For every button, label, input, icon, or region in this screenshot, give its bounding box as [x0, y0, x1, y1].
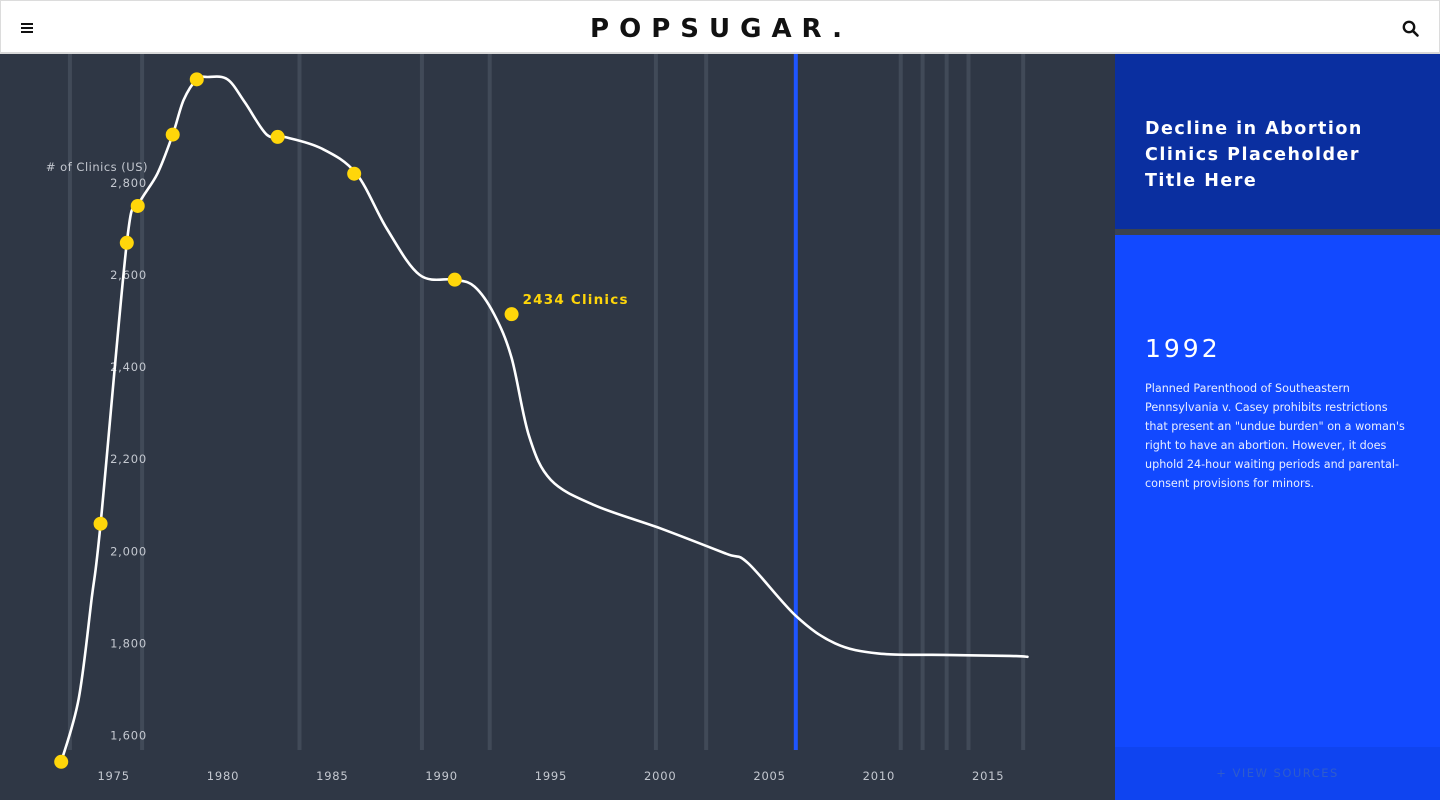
event-description: Planned Parenthood of Southeastern Penns…: [1145, 382, 1405, 490]
y-tick-label: 1,600: [110, 729, 147, 743]
x-tick-label: 2010: [863, 769, 895, 783]
chart-title-panel: Decline in Abortion Clinics Placeholder …: [1115, 54, 1440, 229]
x-tick-label: 2015: [972, 769, 1004, 783]
x-tick-label: 1975: [97, 769, 129, 783]
data-point-marker[interactable]: [165, 127, 180, 142]
search-icon[interactable]: [1401, 19, 1421, 39]
data-point-marker[interactable]: [93, 516, 108, 531]
y-tick-label: 2,600: [110, 268, 147, 282]
data-point-marker[interactable]: [119, 235, 134, 250]
data-point-marker[interactable]: [504, 307, 519, 322]
y-tick-label: 2,200: [110, 452, 147, 466]
event-year: 1992: [1145, 334, 1221, 363]
top-navigation-bar: POPSUGAR.: [0, 0, 1440, 54]
x-tick-label: 1980: [207, 769, 239, 783]
x-tick-label: 1985: [316, 769, 348, 783]
popsugar-logo[interactable]: POPSUGAR.: [590, 14, 852, 44]
panel-divider: [1115, 229, 1440, 235]
y-tick-label: 2,400: [110, 360, 147, 374]
hamburger-menu-icon[interactable]: [19, 20, 39, 36]
event-detail-panel: 1992 Planned Parenthood of Southeastern …: [1115, 235, 1440, 747]
view-sources-button[interactable]: + VIEW SOURCES: [1115, 747, 1440, 800]
x-tick-label: 1990: [425, 769, 457, 783]
clinics-series-line: [59, 75, 1029, 764]
data-point-marker[interactable]: [270, 129, 285, 144]
y-tick-label: 1,800: [110, 636, 147, 650]
data-point-marker[interactable]: [447, 272, 462, 287]
y-tick-label: 2,800: [110, 176, 147, 190]
x-tick-label: 2000: [644, 769, 676, 783]
data-point-marker[interactable]: [130, 198, 145, 213]
data-point-marker[interactable]: [347, 166, 362, 181]
chart-area: 1,600 1,800 2,000 2,200 2,400 2,600 2,800 # of …: [0, 54, 1115, 800]
y-tick-label: 2,000: [110, 544, 147, 558]
x-tick-label: 2005: [753, 769, 785, 783]
chart-title: Decline in Abortion Clinics Placeholder …: [1145, 119, 1363, 191]
x-tick-label: 1995: [535, 769, 567, 783]
clinics-line-chart: 1,600 1,800 2,000 2,200 2,400 2,600 2,800 # of …: [46, 54, 1029, 783]
y-axis-label: # of Clinics (US): [46, 160, 148, 174]
data-point-marker[interactable]: [189, 72, 204, 87]
data-point-annotation: 2434 Clinics: [523, 292, 629, 308]
data-point-marker[interactable]: [54, 754, 69, 769]
